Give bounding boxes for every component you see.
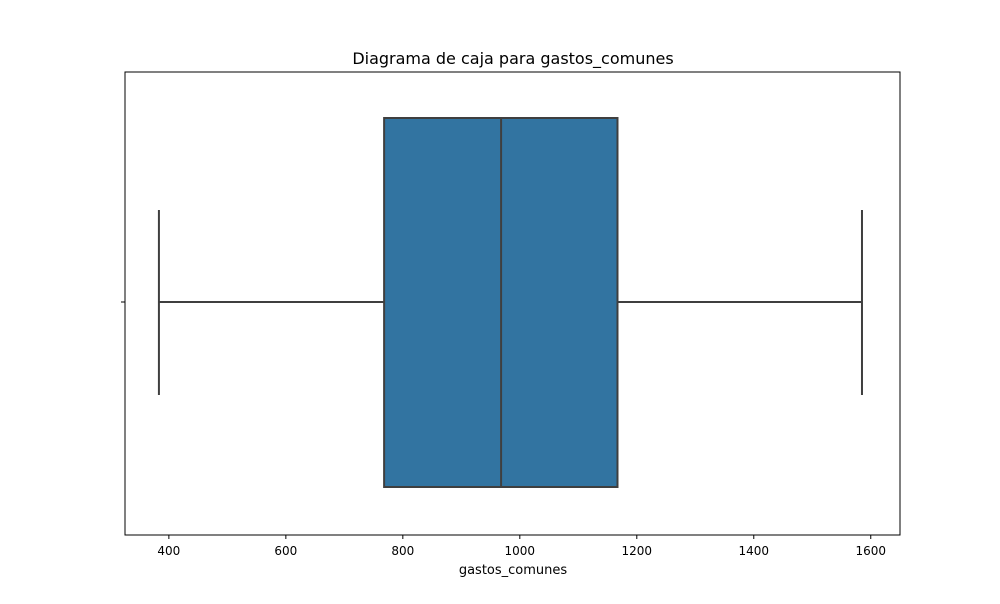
x-tick-label: 600	[274, 544, 297, 558]
plot-frame	[124, 71, 901, 536]
x-tick-label: 1400	[739, 544, 770, 558]
plot-marks	[157, 117, 863, 488]
x-tick-label: 1000	[505, 544, 536, 558]
x-tick-label: 400	[157, 544, 180, 558]
x-axis-ticks: 400 600 800 1000 1200 1400 1600	[157, 535, 886, 558]
x-axis-label: gastos_comunes	[459, 563, 568, 578]
x-tick-label: 1200	[622, 544, 653, 558]
chart-title: Diagrama de caja para gastos_comunes	[352, 49, 673, 69]
x-tick-label: 800	[391, 544, 414, 558]
x-tick-label: 1600	[855, 544, 886, 558]
